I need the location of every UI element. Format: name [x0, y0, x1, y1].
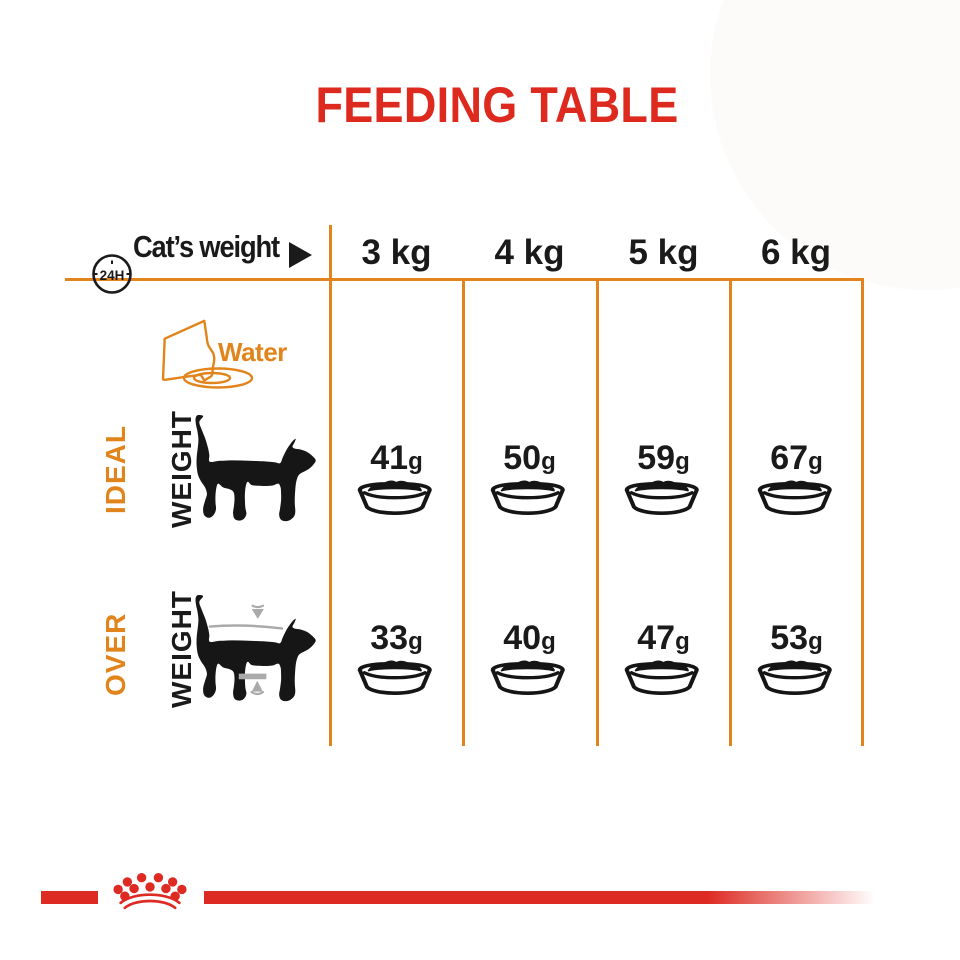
svg-text:24H: 24H — [100, 268, 125, 283]
